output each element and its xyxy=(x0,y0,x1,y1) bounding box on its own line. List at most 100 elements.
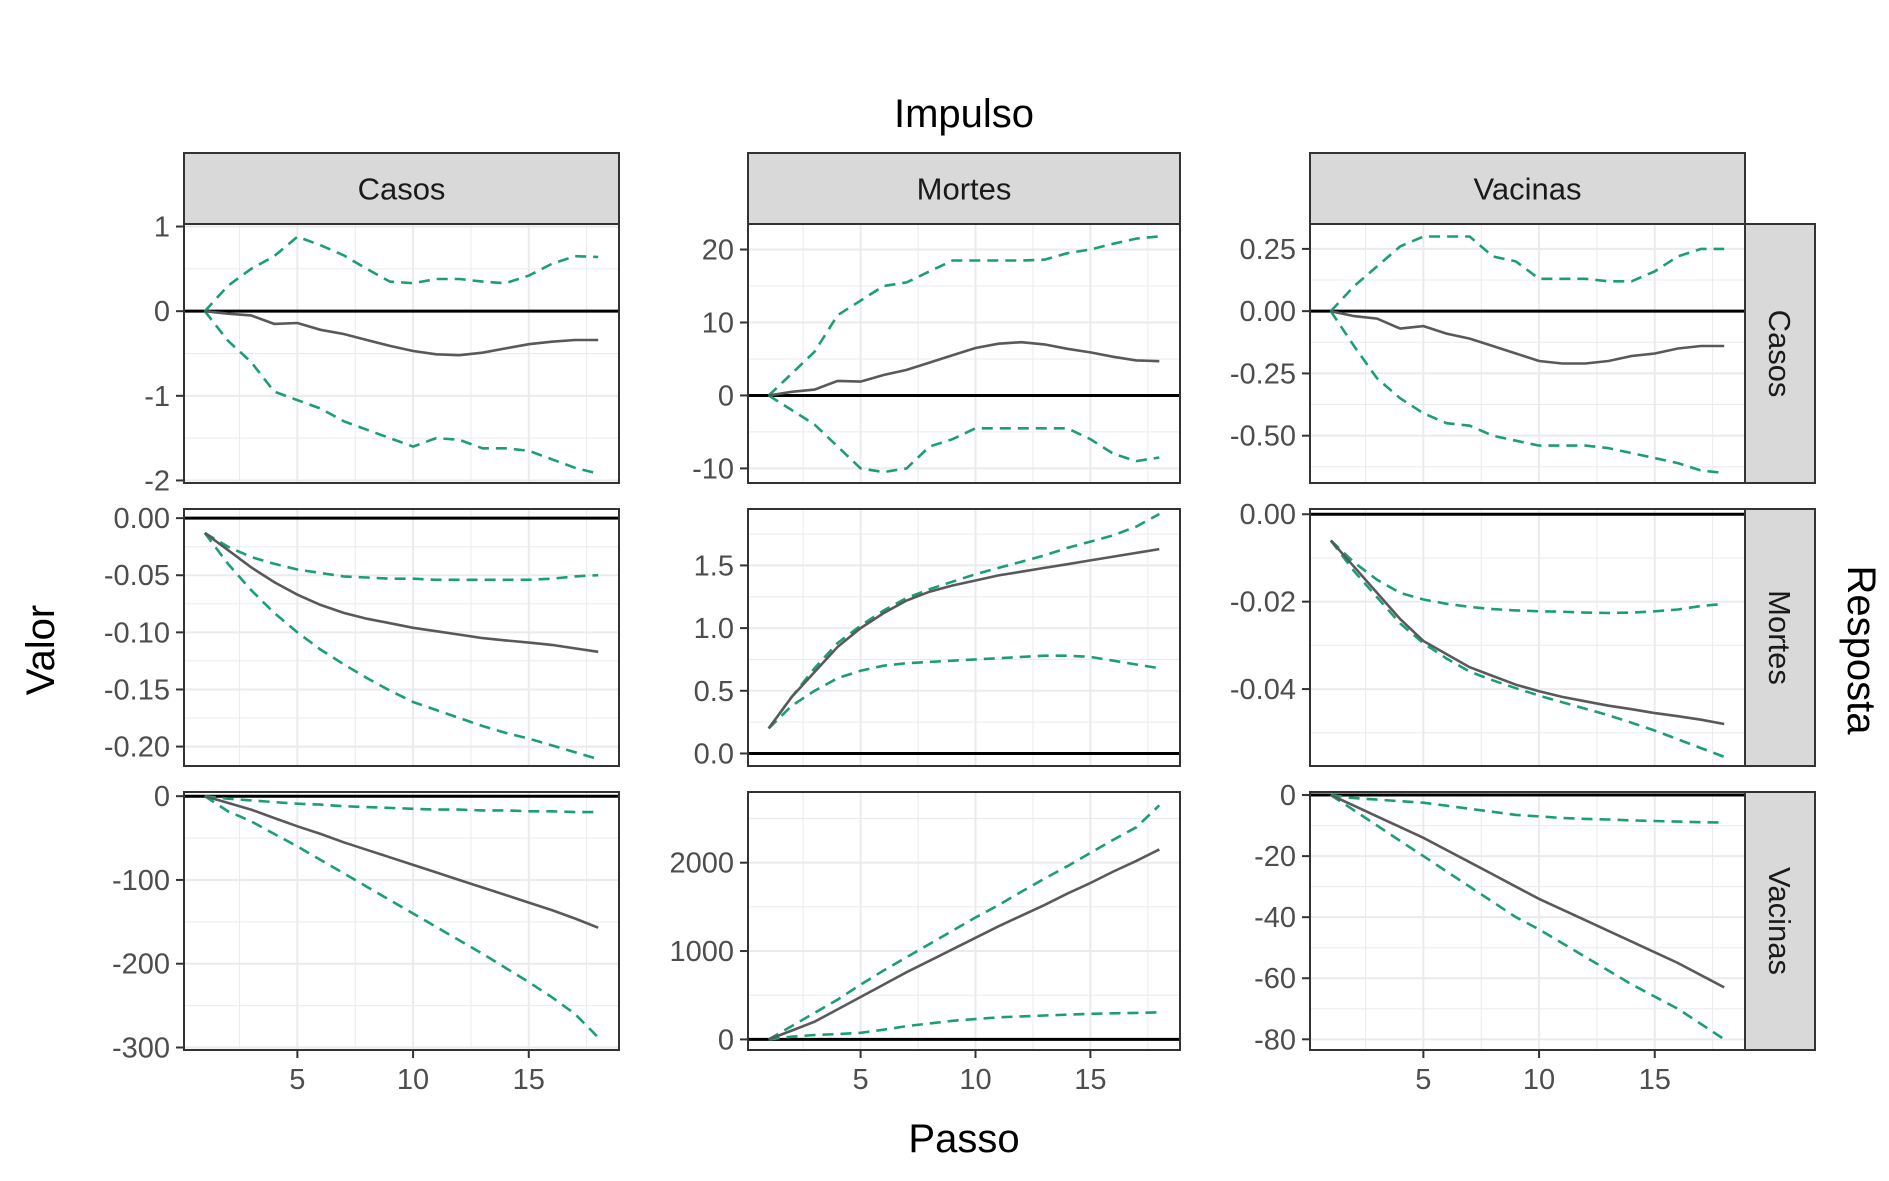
y-tick-label: -10 xyxy=(692,453,734,485)
irf-line xyxy=(1330,309,1725,365)
panel-border xyxy=(183,508,620,767)
row-strip-casos xyxy=(1744,223,1816,484)
y-tick-label: -0.20 xyxy=(104,732,170,764)
y-tick-label: -40 xyxy=(1254,902,1296,934)
y-tick-label: 1000 xyxy=(669,936,734,968)
panel-vacinas-mortes: 0.00 -0.02 -0.04 xyxy=(1230,499,1746,767)
y-tick-label: -80 xyxy=(1254,1024,1296,1056)
column-strip-label-casos: Casos xyxy=(358,172,446,207)
panel-mortes-casos: 20 10 0 -10 xyxy=(692,223,1181,485)
upper-bound-line xyxy=(204,531,599,582)
y-tick-label: -60 xyxy=(1254,963,1296,995)
y-tick-label: 0 xyxy=(154,296,170,328)
panel-border xyxy=(747,223,1181,484)
lower-bound-line xyxy=(1329,310,1725,475)
irf-line xyxy=(204,794,599,929)
y-tick-label: -20 xyxy=(1254,841,1296,873)
panel-vacinas-vacinas: 0 -20 -40 -60 -80 xyxy=(1254,780,1746,1056)
panel-border xyxy=(183,791,620,1051)
upper-bound-line xyxy=(204,794,599,814)
panel-casos-casos: 1 0 -1 -2 xyxy=(144,212,620,497)
upper-bound-line xyxy=(767,235,1160,397)
panel-border xyxy=(1309,508,1746,767)
series-group xyxy=(1329,539,1725,759)
lower-bound-line xyxy=(1330,794,1725,1041)
lower-bound-line xyxy=(768,394,1160,474)
series-group xyxy=(1330,793,1725,1041)
y-tick-label: 0.00 xyxy=(1240,499,1296,531)
lower-bound-line xyxy=(203,310,599,475)
panel-border xyxy=(1309,791,1746,1051)
series-group xyxy=(203,531,599,761)
y-tick-label: 0 xyxy=(1280,780,1296,812)
irf-line xyxy=(204,531,599,654)
series-group xyxy=(767,512,1160,730)
irf-line xyxy=(204,309,599,357)
column-strip-label-mortes: Mortes xyxy=(917,172,1012,207)
y-tick-label: -100 xyxy=(112,865,170,897)
y-axis-title: Valor xyxy=(19,605,63,695)
row-strip-vacinas xyxy=(1744,791,1816,1051)
y-tick-label: -0.10 xyxy=(104,617,170,649)
y-tick-label: -200 xyxy=(112,949,170,981)
series-group xyxy=(203,235,599,475)
upper-bound-line xyxy=(1329,539,1725,615)
y-tick-label: 0 xyxy=(154,781,170,813)
y-tick-label: 1 xyxy=(154,212,170,244)
x-tick-label: 5 xyxy=(289,1064,305,1096)
y-tick-label: 1.0 xyxy=(694,613,734,645)
irf-line xyxy=(1330,793,1725,989)
y-tick-label: -0.02 xyxy=(1230,587,1296,619)
lower-bound-line xyxy=(204,795,600,1039)
column-strip-casos xyxy=(183,152,620,225)
lower-bound-line xyxy=(767,654,1160,730)
y-tick-label: -2 xyxy=(144,465,170,497)
y-tick-label: 0.00 xyxy=(1240,296,1296,328)
column-strip-mortes xyxy=(747,152,1181,225)
upper-bound-line xyxy=(1330,793,1725,824)
y-tick-label: 0.5 xyxy=(694,676,734,708)
irf-line xyxy=(1329,539,1725,726)
irf-line xyxy=(768,848,1160,1041)
x-tick-label: 10 xyxy=(1523,1064,1555,1096)
panel-border xyxy=(747,791,1181,1051)
row-strip-label-mortes: Mortes xyxy=(1762,590,1797,685)
row-strip-mortes xyxy=(1744,508,1816,767)
upper-bound-line xyxy=(767,512,1160,730)
irf-line xyxy=(768,340,1160,397)
lower-bound-line xyxy=(1329,539,1725,759)
row-strip-title: Resposta xyxy=(1839,566,1883,736)
y-tick-label: 2000 xyxy=(669,848,734,880)
series-group xyxy=(767,235,1160,474)
y-tick-label: -0.50 xyxy=(1230,421,1296,453)
row-strip-label-casos: Casos xyxy=(1762,310,1797,398)
panel-casos-vacinas: 0 -100 -200 -300 xyxy=(112,781,620,1064)
y-tick-label: 20 xyxy=(702,235,734,267)
y-tick-label: 10 xyxy=(702,307,734,339)
panel-mortes-mortes: 1.5 1.0 0.5 0.0 xyxy=(694,508,1181,770)
y-tick-label: -300 xyxy=(112,1032,170,1064)
chart-title: Impulso xyxy=(894,92,1034,136)
x-tick-label: 15 xyxy=(513,1064,545,1096)
y-tick-label: -0.04 xyxy=(1230,674,1296,706)
upper-bound-line xyxy=(1329,235,1725,313)
y-tick-label: -0.25 xyxy=(1230,358,1296,390)
upper-bound-line xyxy=(203,235,599,313)
y-tick-label: -0.15 xyxy=(104,674,170,706)
series-group xyxy=(768,804,1161,1041)
y-tick-label: 0 xyxy=(718,380,734,412)
x-tick-label: 5 xyxy=(1415,1064,1431,1096)
x-axis-title: Passo xyxy=(908,1117,1019,1161)
y-tick-label: 0.0 xyxy=(694,738,734,770)
x-tick-label: 10 xyxy=(397,1064,429,1096)
y-tick-label: 1.5 xyxy=(694,550,734,582)
x-tick-label: 15 xyxy=(1074,1064,1106,1096)
panel-border xyxy=(183,223,620,484)
y-tick-label: 0 xyxy=(718,1024,734,1056)
upper-bound-line xyxy=(768,804,1161,1041)
lower-bound-line xyxy=(768,1011,1160,1041)
x-tick-label: 15 xyxy=(1639,1064,1671,1096)
panel-border xyxy=(747,508,1181,767)
